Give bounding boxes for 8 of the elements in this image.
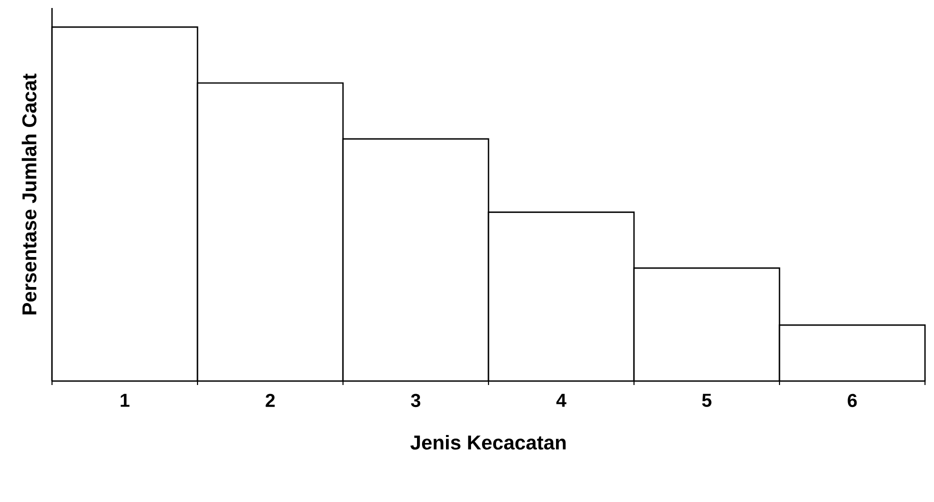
x-tick-label: 2 [266, 394, 275, 407]
x-tick-label: 1 [120, 394, 130, 407]
x-axis-title: Jenis Kecacatan [410, 434, 566, 450]
x-tick-label: 4 [556, 394, 566, 407]
y-axis-title: Persentase Jumlah Cacat [22, 74, 36, 314]
x-tick-label: 3 [410, 394, 420, 408]
x-tick-label: 5 [702, 394, 712, 407]
x-tick-label: 6 [848, 394, 857, 408]
